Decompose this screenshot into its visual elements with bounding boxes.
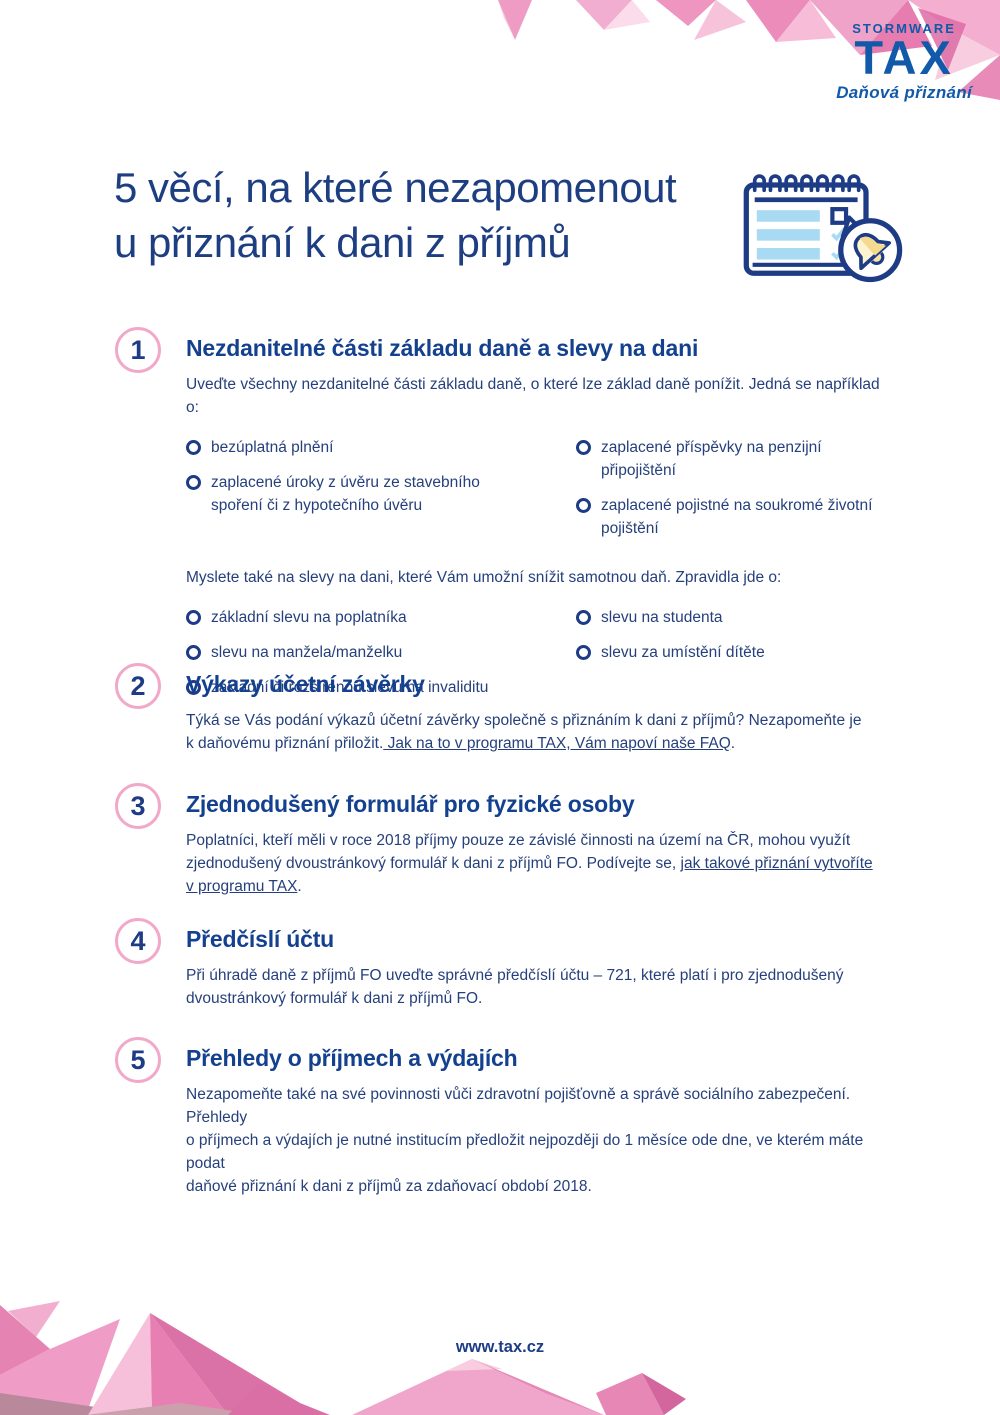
bullet-circle-icon (576, 645, 591, 660)
section-4-number-badge: 4 (115, 918, 161, 964)
page-title: 5 věcí, na které nezapomenout u přiznání … (114, 160, 677, 270)
section-1-bullet-group-2: základní slevu na poplatníka slevu na ma… (186, 606, 895, 699)
section-3-number-badge: 3 (115, 783, 161, 829)
bullet-circle-icon (576, 498, 591, 513)
list-item: zaplacené příspěvky na penzijní připojiš… (576, 436, 895, 482)
section-5-body: Nezapomeňte také na své povinnosti vůči … (186, 1086, 864, 1195)
bullet-circle-icon (186, 610, 201, 625)
bullet-circle-icon (576, 440, 591, 455)
section-1-bullet-group-1: bezúplatná plnění zaplacené úroky z úvěr… (186, 436, 895, 540)
section-5-heading: Přehledy o příjmech a výdajích (186, 1045, 518, 1071)
section-1-heading: Nezdanitelné části základu daně a slevy … (186, 335, 699, 361)
footer: www.tax.cz (0, 1338, 1000, 1357)
bullet-circle-icon (186, 645, 201, 660)
bullet-circle-icon (186, 475, 201, 490)
section-2-number-badge: 2 (115, 663, 161, 709)
section-1-intro: Uveďte všechny nezdanitelné části základ… (186, 376, 880, 416)
list-item: slevu na manžela/manželku (186, 641, 576, 664)
bullet-text: bezúplatná plnění (211, 439, 334, 456)
pink-triangles-top-decoration (498, 0, 1000, 100)
section-3: 3 Zjednodušený formulář pro fyzické osob… (115, 783, 895, 898)
list-item: základní či rozšířenou slevu na invalidi… (186, 676, 576, 699)
bullet-text: slevu za umístění dítěte (601, 644, 765, 661)
bullet-text: základní slevu na poplatníka (211, 609, 407, 626)
list-item: zaplacené pojistné na soukromé životní p… (576, 494, 895, 540)
bullet-text: zaplacené pojistné na soukromé životní p… (601, 497, 873, 537)
list-item: základní slevu na poplatníka (186, 606, 576, 629)
body-text-after: . (297, 878, 302, 895)
section-2-heading: Výkazy účetní závěrky (186, 671, 425, 697)
list-item: bezúplatná plnění (186, 436, 576, 459)
list-item: slevu na studenta (576, 606, 895, 629)
logo-tagline: Daňová přiznání (836, 83, 972, 102)
body-text-after: . (730, 735, 736, 752)
list-item: slevu za umístění dítěte (576, 641, 895, 664)
bullet-circle-icon (186, 440, 201, 455)
bullet-text: zaplacené úroky z úvěru ze stavebního sp… (211, 474, 480, 514)
bullet-text: základní či rozšířenou slevu na invalidi… (211, 679, 489, 696)
logo-brand-text: STORMWARE (852, 21, 956, 36)
section-4: 4 Předčíslí účtu Při úhradě daně z příjm… (115, 918, 895, 1010)
section-1-intro-2: Myslete také na slevy na dani, které Vám… (186, 569, 782, 586)
body-text: Poplatníci, kteří měli v roce 2018 příjm… (186, 832, 851, 872)
bullet-circle-icon (186, 680, 201, 695)
faq-link[interactable]: Jak na to v programu TAX, Vám napoví naš… (383, 735, 731, 752)
pink-triangles-bottom-decoration (0, 1301, 686, 1415)
bullet-circle-icon (576, 610, 591, 625)
section-4-heading: Předčíslí účtu (186, 926, 335, 952)
section-2: 2 Výkazy účetní závěrky Týká se Vás podá… (115, 663, 895, 755)
tax-howto-link[interactable]: jak takové přiznání vytvoříte v programu… (186, 855, 873, 895)
section-5: 5 Přehledy o příjmech a výdajích Nezapom… (115, 1037, 895, 1198)
section-3-heading: Zjednodušený formulář pro fyzické osoby (186, 791, 635, 817)
section-5-number-badge: 5 (115, 1037, 161, 1083)
section-4-body: Při úhradě daně z příjmů FO uveďte správ… (186, 967, 844, 1007)
notepad-checklist-bell-icon (743, 174, 903, 283)
section-3-body: Poplatníci, kteří měli v roce 2018 příjm… (186, 829, 895, 898)
title-line-1: 5 věcí, na které nezapomenout (114, 164, 677, 211)
bullet-text: zaplacené příspěvky na penzijní připojiš… (601, 439, 822, 479)
section-1-number-badge: 1 (115, 327, 161, 373)
footer-url[interactable]: www.tax.cz (455, 1338, 545, 1356)
bullet-text: slevu na studenta (601, 609, 723, 626)
logo-product-text: TAX (854, 31, 954, 84)
section-2-body: Týká se Vás podání výkazů účetní závěrky… (186, 709, 895, 755)
bullet-text: slevu na manžela/manželku (211, 644, 403, 661)
title-line-2: u přiznání k dani z příjmů (114, 219, 571, 266)
list-item: zaplacené úroky z úvěru ze stavebního sp… (186, 471, 576, 517)
section-1: 1 Nezdanitelné části základu daně a slev… (115, 327, 895, 699)
body-text: Týká se Vás podání výkazů účetní závěrky… (186, 712, 862, 752)
stormware-tax-logo: STORMWARE TAX Daňová přiznání (836, 21, 972, 103)
